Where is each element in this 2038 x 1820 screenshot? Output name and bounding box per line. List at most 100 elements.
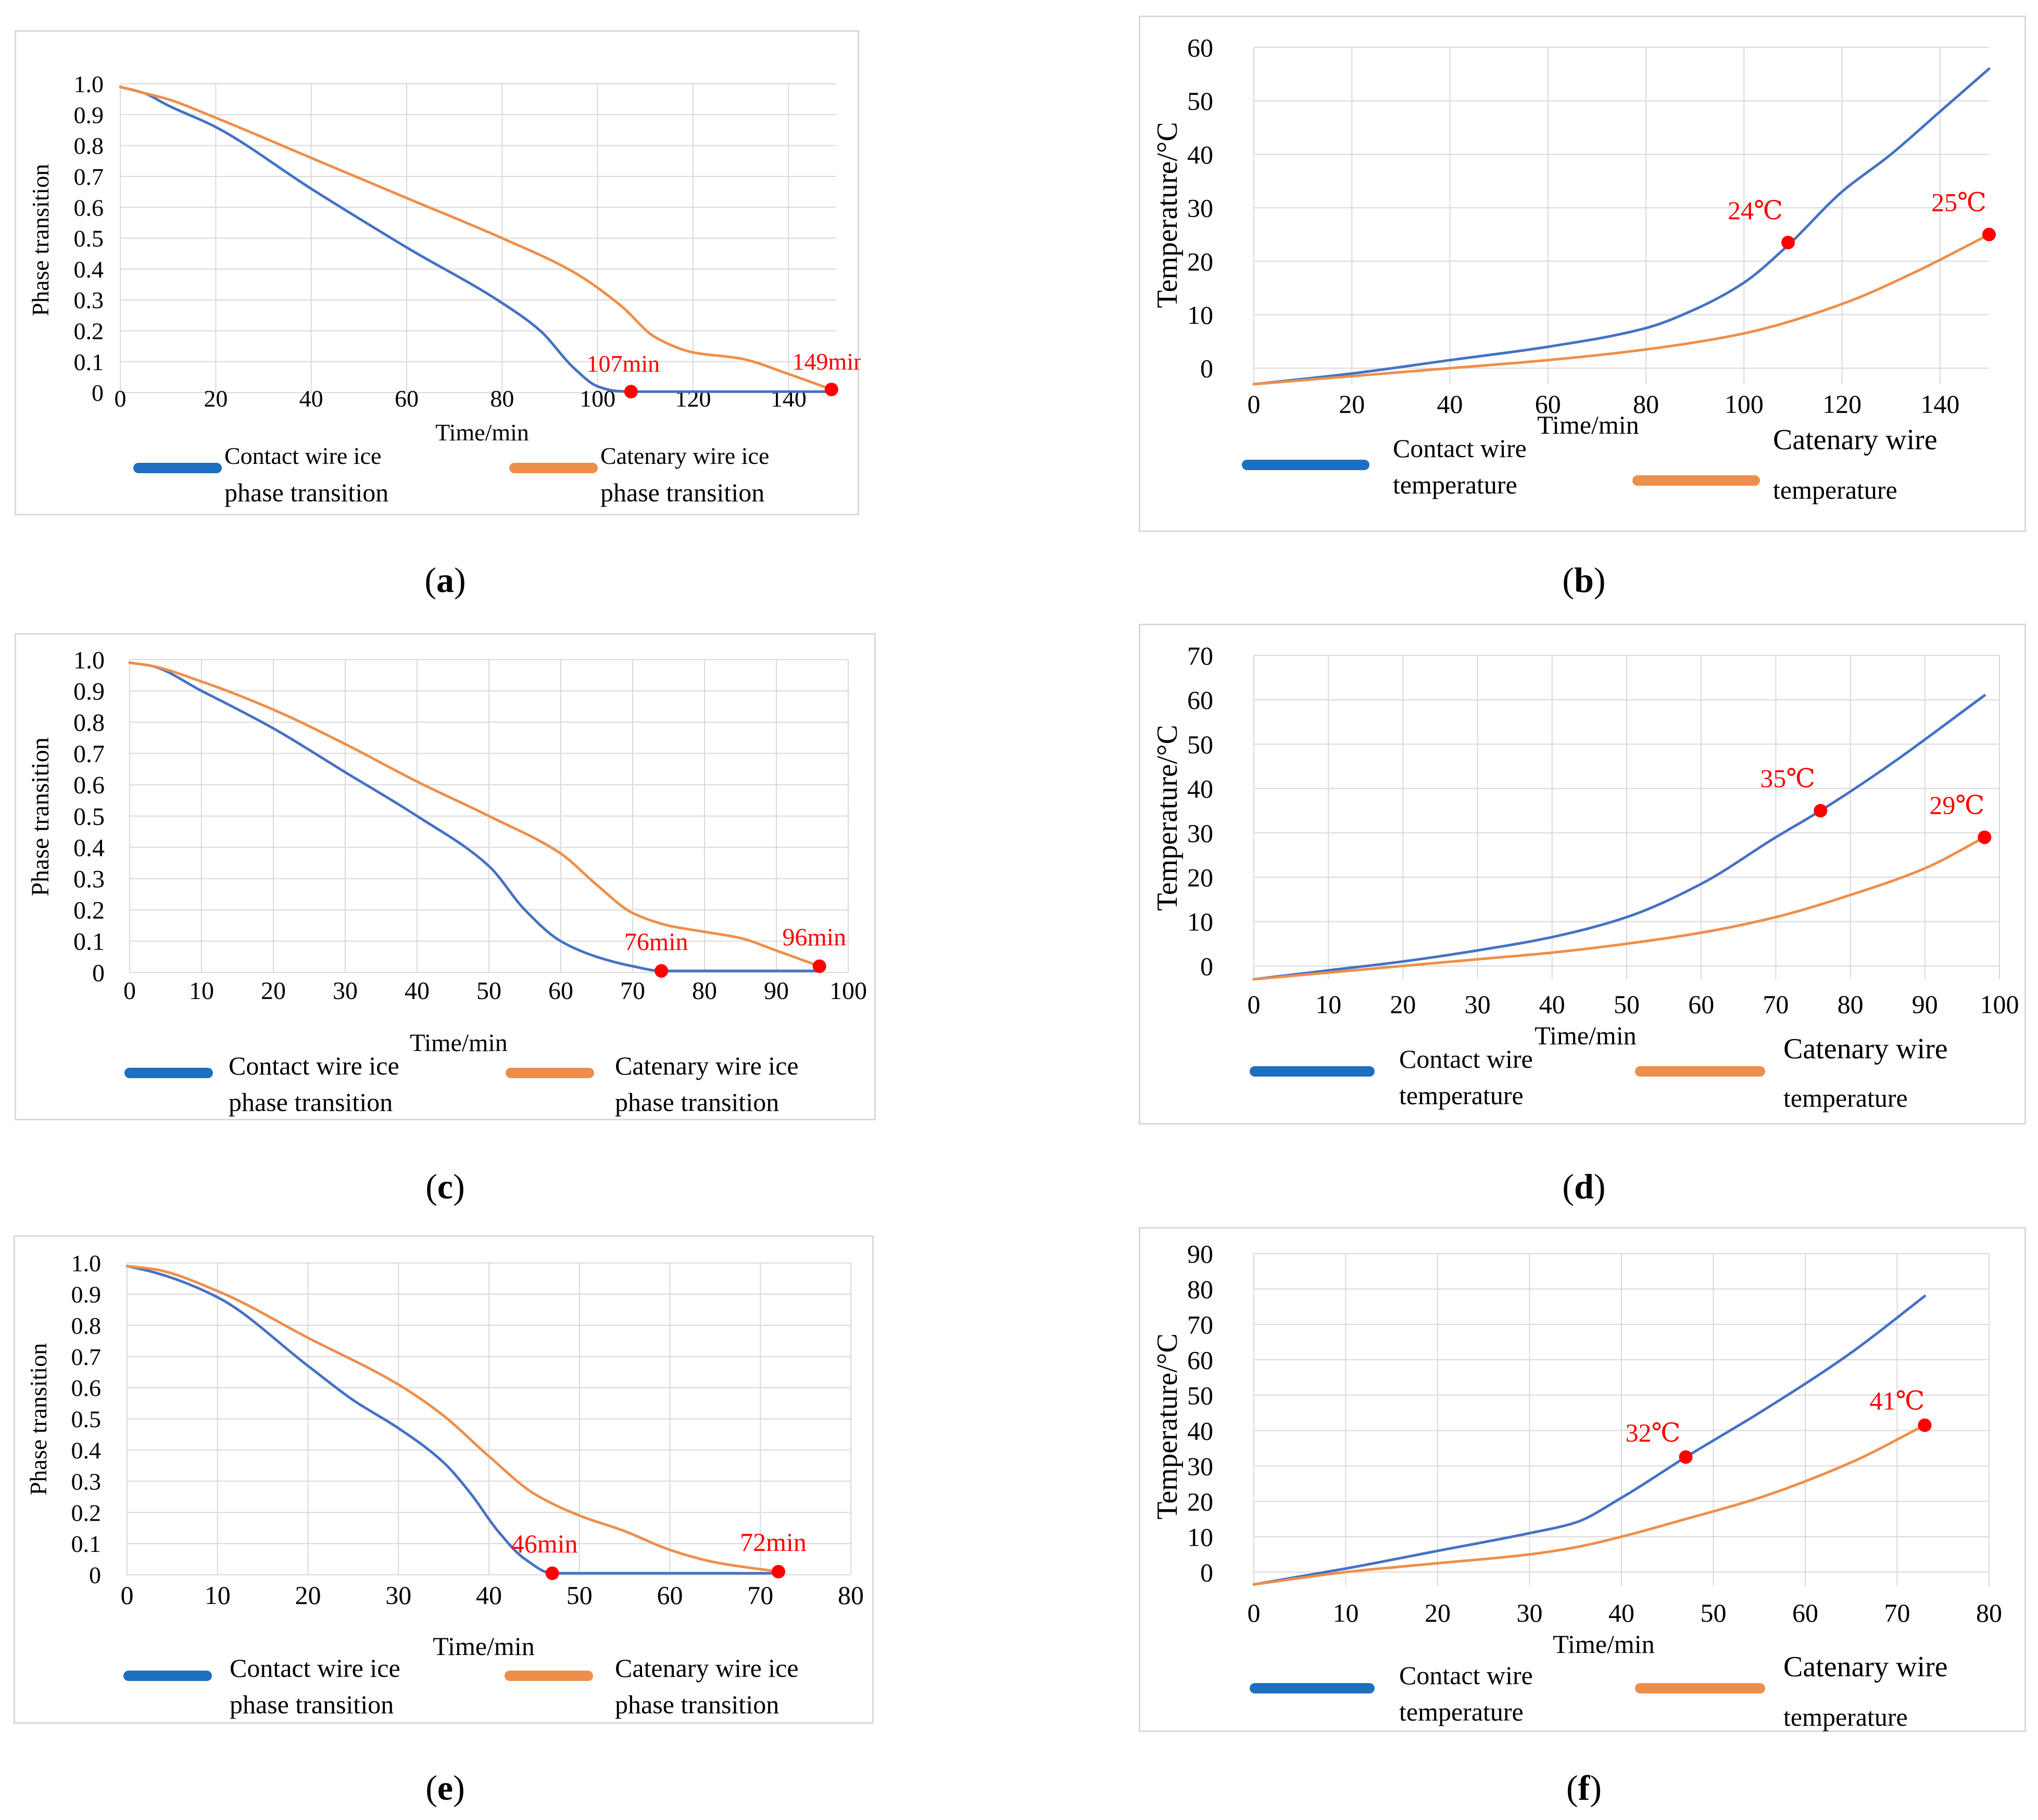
y-tick-label: 20 <box>1187 1487 1213 1516</box>
x-tick-label: 10 <box>205 1581 231 1610</box>
legend-label-line1: Catenary wire ice <box>615 1051 799 1080</box>
y-tick-label: 70 <box>1187 641 1213 671</box>
y-tick-label: 0.4 <box>74 256 104 283</box>
legend-label-line1: Catenary wire ice <box>615 1653 799 1683</box>
x-tick-label: 20 <box>295 1581 321 1610</box>
x-tick-label: 70 <box>1884 1598 1910 1627</box>
legend-label-line2: temperature <box>1393 470 1517 499</box>
y-tick-label: 40 <box>1187 140 1213 169</box>
y-tick-label: 80 <box>1187 1274 1213 1304</box>
y-tick-label: 10 <box>1187 907 1213 937</box>
x-tick-label: 50 <box>1614 990 1640 1019</box>
series-line-contact <box>1252 67 1991 386</box>
legend-label-line2: phase transition <box>615 1088 779 1117</box>
x-tick-label: 50 <box>567 1581 593 1610</box>
y-tick-label: 0.5 <box>74 225 104 252</box>
y-tick-label: 0.2 <box>73 897 105 925</box>
x-tick-label: 60 <box>657 1581 683 1610</box>
x-tick-label: 80 <box>1633 389 1659 419</box>
y-tick-label: 30 <box>1187 1451 1213 1481</box>
y-tick-label: 0.9 <box>73 678 105 705</box>
caption-e: (e) <box>425 1768 465 1808</box>
annotation-label: 76min <box>624 928 688 956</box>
series-line-catenary <box>1252 836 1986 981</box>
annotation-label: 24℃ <box>1728 196 1783 225</box>
caption-a: (a) <box>424 560 466 600</box>
x-tick-label: 60 <box>1535 389 1561 419</box>
x-tick-label: 120 <box>675 385 711 412</box>
x-tick-label: 30 <box>385 1581 411 1610</box>
x-tick-label: 30 <box>1465 990 1491 1019</box>
y-tick-label: 30 <box>1187 194 1213 223</box>
y-tick-label: 0.4 <box>73 834 105 862</box>
y-tick-label: 0.3 <box>73 866 105 893</box>
x-tick-label: 40 <box>1437 389 1463 419</box>
y-tick-label: 0.1 <box>74 349 104 375</box>
x-tick-label: 20 <box>1339 389 1365 419</box>
legend-label-line1: Catenary wire <box>1773 424 1938 456</box>
y-axis-title: Phase transition <box>27 164 54 317</box>
legend-label-line2: temperature <box>1773 475 1897 504</box>
y-tick-label: 50 <box>1187 86 1213 116</box>
x-tick-label: 20 <box>1425 1598 1451 1627</box>
x-tick-label: 70 <box>747 1581 773 1610</box>
series-line-catenary <box>125 1265 780 1573</box>
y-tick-label: 0.6 <box>74 194 104 221</box>
y-tick-label: 20 <box>1187 863 1213 892</box>
x-tick-label: 40 <box>1608 1598 1634 1627</box>
annotation-marker <box>772 1565 785 1579</box>
legend-label-line1: Contact wire ice <box>230 1653 400 1683</box>
x-tick-label: 0 <box>1248 1598 1261 1627</box>
y-tick-label: 0.4 <box>71 1437 102 1464</box>
y-tick-label: 0.8 <box>73 709 105 737</box>
annotation-label: 96min <box>782 924 846 951</box>
y-tick-label: 0.6 <box>73 772 105 799</box>
y-tick-label: 0.7 <box>73 740 105 768</box>
legend-label-line2: temperature <box>1399 1081 1524 1110</box>
chart-panel-e: 0 0.1 0.2 0.3 0.4 0.5 0.6 0.7 0.8 0.9 1.0 0 10 20 30 40… <box>14 1235 874 1724</box>
y-tick-label: 0 <box>1200 354 1213 383</box>
legend-label-line2: temperature <box>1399 1697 1524 1726</box>
y-axis-title: Temperature/°C <box>1151 122 1184 308</box>
annotation-label: 32℃ <box>1626 1418 1681 1447</box>
y-tick-label: 0 <box>92 380 104 406</box>
x-tick-label: 90 <box>764 977 789 1005</box>
chart-c-svg: 0 0.1 0.2 0.3 0.4 0.5 0.6 0.7 0.8 0.9 1.0 0 10 20 30 40… <box>27 647 867 1117</box>
y-tick-label: 0.2 <box>71 1499 102 1526</box>
series-line-contact <box>1252 694 1986 981</box>
x-tick-label: 40 <box>405 977 430 1005</box>
x-tick-label: 80 <box>1976 1598 2002 1627</box>
annotation-label: 25℃ <box>1931 187 1986 217</box>
legend-label-line1: Catenary wire <box>1783 1651 1948 1683</box>
annotation-marker <box>1978 830 1992 844</box>
chart-d-svg: 0 10 20 30 40 50 60 70 0 10 20 30 40 50 60 70 80 90 100 Tem… <box>1151 641 2019 1113</box>
x-tick-label: 100 <box>1725 389 1764 419</box>
y-tick-label: 0.7 <box>71 1344 102 1370</box>
series-line-catenary <box>1252 1424 1926 1586</box>
y-axis-title: Temperature/°C <box>1151 1333 1184 1519</box>
legend-label-line1: Contact wire <box>1399 1044 1533 1073</box>
y-axis-title: Phase transition <box>27 737 54 896</box>
y-tick-label: 1.0 <box>71 1250 102 1276</box>
y-tick-label: 1.0 <box>73 647 105 674</box>
y-tick-label: 0.6 <box>71 1375 102 1401</box>
annotation-label: 149min <box>792 348 861 375</box>
x-axis-title: Time/min <box>1534 1021 1636 1050</box>
x-tick-label: 0 <box>123 977 136 1005</box>
y-axis-title: Temperature/°C <box>1151 725 1184 911</box>
annotation-marker <box>1982 228 1996 242</box>
x-tick-label: 60 <box>1688 990 1714 1019</box>
x-tick-label: 20 <box>1390 990 1416 1019</box>
annotation-label: 46min <box>511 1529 578 1558</box>
chart-panel-f: 0 10 20 30 40 50 60 70 80 90 0 10 20 30 40 50 60 70 80 Temp… <box>1139 1227 2026 1732</box>
x-tick-label: 60 <box>548 977 573 1005</box>
x-tick-label: 0 <box>115 385 127 412</box>
x-tick-label: 120 <box>1822 389 1861 419</box>
y-tick-label: 90 <box>1187 1240 1213 1269</box>
legend-label-line2: phase transition <box>230 1690 394 1719</box>
y-tick-label: 0.9 <box>71 1281 102 1308</box>
legend-label-line1: Contact wire ice <box>229 1051 399 1080</box>
y-tick-label: 60 <box>1187 686 1213 715</box>
y-tick-label: 0.9 <box>74 102 104 128</box>
